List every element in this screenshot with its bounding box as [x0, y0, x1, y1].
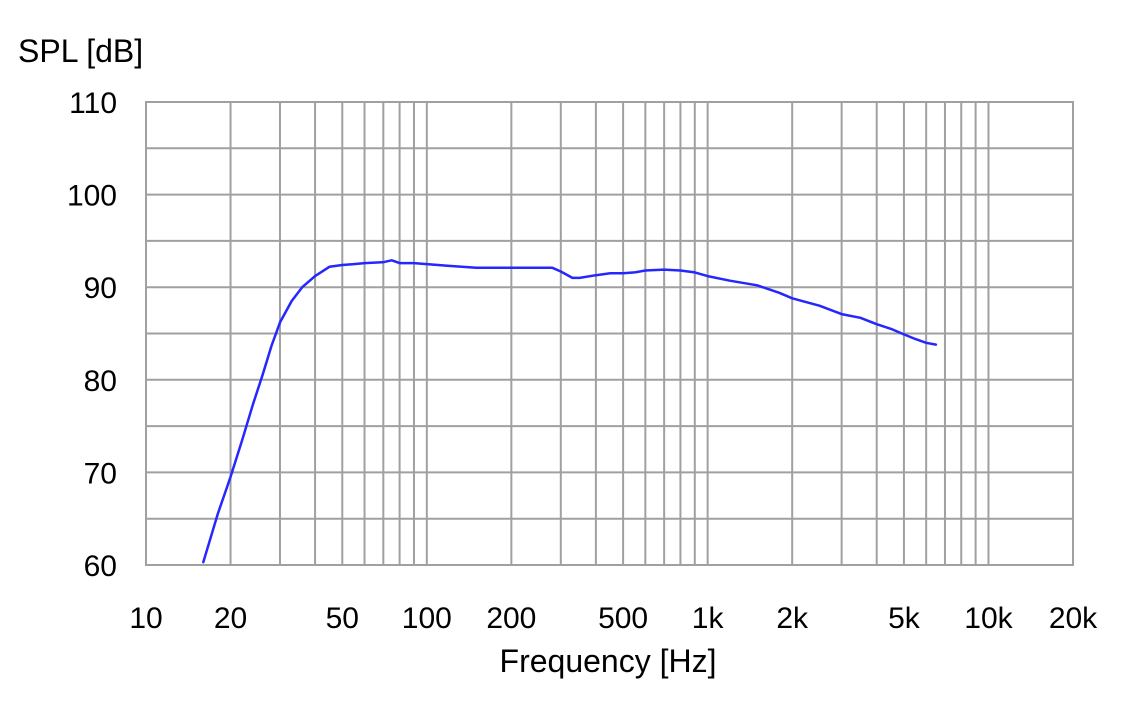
x-tick-label: 2k: [776, 602, 809, 635]
y-axis-title: SPL [dB]: [18, 33, 143, 69]
plot-frame: [145, 101, 1074, 566]
series-line: [202, 259, 938, 564]
y-tick-label: 60: [84, 550, 117, 583]
x-tick-label: 1k: [692, 602, 725, 635]
x-tick-label: 200: [486, 602, 536, 635]
x-axis-title: Frequency [Hz]: [500, 643, 717, 679]
x-tick-label: 20: [214, 602, 247, 635]
series-layer: [202, 259, 938, 564]
x-tick-label: 10: [129, 602, 162, 635]
grid: [145, 101, 1074, 566]
y-tick-label: 100: [67, 180, 117, 213]
y-tick-label: 70: [84, 457, 117, 490]
x-tick-label: 50: [326, 602, 359, 635]
y-tick-label: 90: [84, 272, 117, 305]
x-tick-label: 100: [402, 602, 452, 635]
y-tick-label: 110: [69, 87, 117, 120]
x-tick-label: 500: [598, 602, 648, 635]
x-tick-label: 5k: [888, 602, 921, 635]
tick-labels: 10 20 50 100 200 500 1k 2k 5k 10k 20k 60 70 80 90 100 11…: [67, 87, 1098, 635]
y-tick-label: 80: [84, 365, 117, 398]
x-tick-label: 10k: [964, 602, 1013, 635]
x-tick-label: 20k: [1049, 602, 1098, 635]
